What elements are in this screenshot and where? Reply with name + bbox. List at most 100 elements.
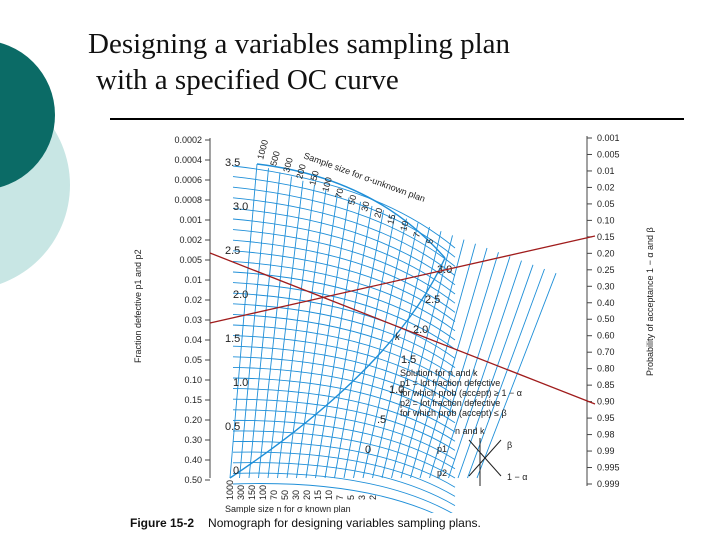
figure-caption: Figure 15-2 Nomograph for designing varia… (130, 516, 481, 530)
grid-line-k (232, 409, 456, 460)
k-value-label: 0 (233, 465, 239, 477)
known-n-label: 70 (269, 490, 279, 500)
left-tick-label: 0.002 (179, 235, 202, 245)
unknown-n-label: 10 (398, 220, 410, 232)
grid-line-n (334, 210, 384, 479)
k-value-label: 0.5 (225, 421, 240, 433)
right-tick-label: 0.10 (597, 215, 615, 225)
k-value-label: 2.0 (233, 289, 248, 301)
known-n-label: 7 (335, 495, 345, 500)
grid-line-k (232, 483, 434, 513)
grid-line-k (232, 303, 456, 368)
grid-line-k (232, 260, 456, 332)
grid-line-n (239, 168, 269, 479)
title-rule (110, 118, 684, 120)
grid-line-k (232, 462, 456, 506)
left-tick-label: 0.40 (184, 455, 202, 465)
grid-line-n (229, 163, 258, 479)
grid-line-k (232, 176, 456, 258)
red-line-2 (209, 252, 596, 405)
grid-line-k (232, 366, 456, 424)
right-tick-label: 0.999 (597, 479, 620, 489)
grid-line-n (419, 247, 488, 479)
k-symbol: k (395, 332, 401, 343)
grid-line-k (232, 250, 456, 322)
known-n-label: 15 (313, 490, 323, 500)
grid-line-k (232, 345, 456, 405)
right-tick-label: 0.50 (597, 314, 615, 324)
known-n-label: 3 (357, 495, 367, 500)
known-n-label: 300 (236, 485, 246, 500)
known-n-label: 1000 (225, 480, 235, 500)
right-tick-label: 0.001 (597, 133, 620, 143)
slide-decoration (0, 42, 70, 284)
grid-line-n (410, 243, 476, 479)
left-tick-label: 0.001 (179, 215, 202, 225)
k-value-label: 1.0 (233, 377, 248, 389)
red-line-1 (209, 235, 596, 324)
right-tick-label: 0.99 (597, 446, 615, 456)
unknown-n-label: 150 (307, 169, 321, 186)
decor-circle-dark (0, 42, 55, 188)
grid-line-k (232, 388, 456, 442)
grid-line-n (448, 260, 522, 479)
unknown-n-label: 1000 (255, 139, 270, 161)
left-tick-label: 0.04 (184, 335, 202, 345)
right-tick-label: 0.60 (597, 331, 615, 341)
nomograph-figure: 0.00020.00040.00060.00080.0010.0020.0050… (133, 133, 655, 513)
left-tick-label: 0.01 (184, 275, 202, 285)
grid-line-k (232, 335, 456, 396)
left-tick-label: 0.0004 (174, 155, 202, 165)
known-plan-title: Sample size n for σ known plan (225, 504, 351, 513)
grid-top-envelope (256, 163, 446, 259)
unknown-n-label: 15 (385, 213, 397, 225)
slide-title: Designing a variables sampling plan with… (88, 26, 648, 98)
right-tick-label: 0.80 (597, 364, 615, 374)
k-value-right-label: 2.0 (413, 324, 428, 336)
left-tick-label: 0.005 (179, 255, 202, 265)
left-axis-title: Fraction defective p1 and p2 (133, 249, 143, 363)
right-tick-label: 0.20 (597, 248, 615, 258)
grid-line-k (232, 197, 456, 276)
k-value-label: 1.5 (225, 333, 240, 345)
grid-line-k (232, 239, 456, 313)
known-n-label: 30 (291, 490, 301, 500)
left-tick-label: 0.0002 (174, 135, 202, 145)
k-value-label: 3.5 (225, 157, 240, 169)
left-tick-label: 0.10 (184, 375, 202, 385)
grid-line-n (467, 268, 545, 479)
left-tick-label: 0.03 (184, 315, 202, 325)
grid-line-n (353, 218, 407, 479)
unknown-n-label: 30 (359, 200, 371, 212)
right-tick-label: 0.995 (597, 463, 620, 473)
right-axis-title: Probability of acceptance 1 − α and β (645, 227, 655, 376)
known-n-label: 5 (346, 495, 356, 500)
known-n-label: 2 (368, 495, 378, 500)
right-axis: 0.001 0.005 0.01 0.02 0.05 0.10 0.15 0.20 0.25 0.… (586, 133, 655, 489)
unknown-n-label: 7 (411, 231, 422, 238)
right-tick-label: 0.70 (597, 347, 615, 357)
grid-line-n (248, 172, 281, 479)
unknown-n-label: 100 (320, 176, 334, 193)
grid-line-n (286, 189, 327, 479)
k-value-right-label: 1.0 (389, 384, 404, 396)
known-n-label: 20 (302, 490, 312, 500)
solution-text-line: Solution for n and k (400, 368, 478, 378)
right-tick-label: 0.15 (597, 232, 615, 242)
grid-line-k (232, 165, 456, 249)
known-n-label: 150 (247, 485, 257, 500)
grid-line-k (232, 313, 456, 378)
grid-line-n (258, 176, 292, 479)
inset-beta: β (507, 440, 512, 450)
grid-line-n (372, 226, 430, 479)
known-n-label: 10 (324, 490, 334, 500)
unknown-n-label: 300 (281, 156, 295, 173)
solution-text-line: for which prob (accept) ≥ 1 − α (400, 388, 522, 398)
left-tick-label: 0.20 (184, 415, 202, 425)
unknown-n-label: 50 (346, 194, 358, 206)
k-value-right-label: 1.5 (401, 354, 416, 366)
solution-text-line: p2 = lot fraction defective (400, 398, 500, 408)
k-value-right-label: 2.5 (425, 294, 440, 306)
grid-line-k (232, 419, 456, 470)
left-tick-label: 0.05 (184, 355, 202, 365)
